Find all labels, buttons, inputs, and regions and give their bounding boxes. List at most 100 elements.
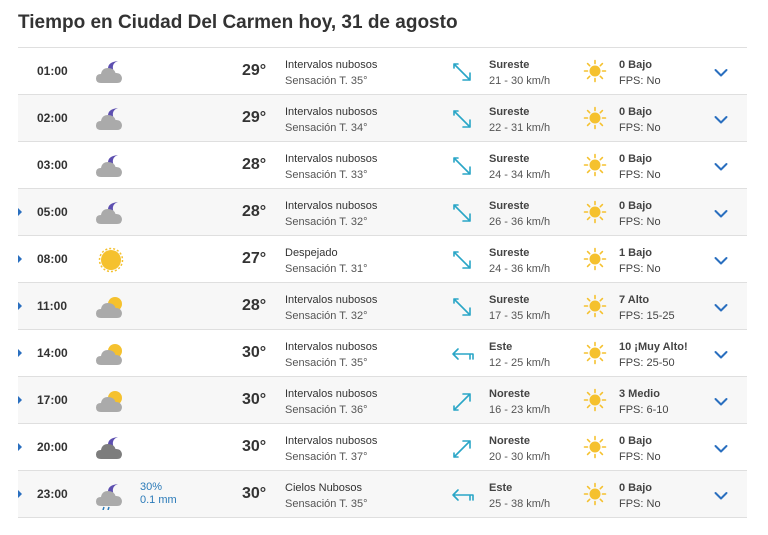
cloud-sun-icon [94, 292, 128, 322]
hourly-forecast-table: 01:00 29° Intervalos nubosos Sensación T. 3… [18, 47, 747, 518]
wind-direction: Sureste [489, 153, 530, 165]
condition-text: Intervalos nubosos [285, 200, 378, 212]
wind-direction: Este [489, 482, 513, 494]
cloud-sun-icon [94, 386, 128, 416]
condition-text: Intervalos nubosos [285, 435, 378, 447]
cloud-sun-icon [94, 339, 128, 369]
wind-speed: 17 - 35 km/h [489, 310, 551, 322]
chevron-down-icon[interactable] [714, 159, 728, 171]
forecast-row[interactable]: 23:00 30% 0.1 mm 30° Cielos Nubosos Sensación… [18, 471, 747, 518]
uv-index: 1 Bajo [619, 247, 653, 259]
wind-southeast-icon [450, 294, 476, 320]
uv-sun-icon [583, 435, 607, 459]
forecast-row[interactable]: 11:00 28° Intervalos nubosos Sensación T. 3… [18, 283, 747, 330]
condition-block: Intervalos nubosos Sensación T. 36° [285, 386, 377, 418]
fps-text: FPS: 6-10 [619, 404, 669, 416]
feels-like-text: Sensación T. 37° [285, 451, 368, 463]
dark-cloud-moon-icon [94, 433, 128, 463]
condition-block: Intervalos nubosos Sensación T. 35° [285, 339, 377, 371]
wind-direction: Noreste [489, 388, 530, 400]
condition-block: Intervalos nubosos Sensación T. 33° [285, 151, 377, 183]
chevron-down-icon[interactable] [714, 300, 728, 312]
hour-label: 05:00 [37, 205, 68, 219]
wind-block: Sureste 17 - 35 km/h [489, 292, 550, 324]
temperature: 27° [242, 250, 267, 267]
wind-speed: 12 - 25 km/h [489, 357, 551, 369]
condition-text: Intervalos nubosos [285, 341, 378, 353]
uv-sun-icon [583, 153, 607, 177]
forecast-row[interactable]: 08:00 27° Despejado Sensación T. 31° Sureste… [18, 236, 747, 283]
wind-speed: 25 - 38 km/h [489, 498, 551, 510]
condition-text: Intervalos nubosos [285, 294, 378, 306]
forecast-row[interactable]: 02:00 29° Intervalos nubosos Sensación T. 3… [18, 95, 747, 142]
chevron-down-icon[interactable] [714, 206, 728, 218]
expand-marker-icon [18, 443, 22, 451]
cloud-moon-icon [94, 104, 128, 134]
feels-like-text: Sensación T. 35° [285, 498, 368, 510]
chevron-down-icon[interactable] [714, 394, 728, 406]
expand-marker-icon [18, 396, 22, 404]
forecast-row[interactable]: 03:00 28° Intervalos nubosos Sensación T. 3… [18, 142, 747, 189]
forecast-row[interactable]: 05:00 28° Intervalos nubosos Sensación T. 3… [18, 189, 747, 236]
chevron-down-icon[interactable] [714, 112, 728, 124]
uv-block: 0 Bajo FPS: No [619, 151, 661, 183]
forecast-row[interactable]: 14:00 30° Intervalos nubosos Sensación T. 3… [18, 330, 747, 377]
uv-index: 0 Bajo [619, 482, 653, 494]
cloud-moon-icon [94, 151, 128, 181]
temperature: 30° [242, 485, 267, 502]
condition-block: Intervalos nubosos Sensación T. 32° [285, 292, 377, 324]
expand-marker-icon [18, 302, 22, 310]
temperature: 29° [242, 62, 267, 79]
wind-southeast-icon [450, 59, 476, 85]
chevron-down-icon[interactable] [714, 488, 728, 500]
expand-marker-icon [18, 349, 22, 357]
hour-label: 20:00 [37, 440, 68, 454]
uv-index: 0 Bajo [619, 200, 653, 212]
uv-block: 0 Bajo FPS: No [619, 433, 661, 465]
wind-speed: 22 - 31 km/h [489, 122, 551, 134]
uv-block: 3 Medio FPS: 6-10 [619, 386, 669, 418]
feels-like-text: Sensación T. 31° [285, 263, 368, 275]
forecast-row[interactable]: 01:00 29° Intervalos nubosos Sensación T. 3… [18, 48, 747, 95]
temperature: 30° [242, 344, 267, 361]
expand-marker-icon [18, 255, 22, 263]
feels-like-text: Sensación T. 36° [285, 404, 368, 416]
uv-block: 10 ¡Muy Alto! FPS: 25-50 [619, 339, 688, 371]
temperature: 30° [242, 438, 267, 455]
temperature: 28° [242, 203, 267, 220]
chevron-down-icon[interactable] [714, 253, 728, 265]
fps-text: FPS: No [619, 169, 661, 181]
hour-label: 17:00 [37, 393, 68, 407]
chevron-down-icon[interactable] [714, 441, 728, 453]
wind-block: Sureste 24 - 34 km/h [489, 151, 550, 183]
wind-southeast-icon [450, 200, 476, 226]
rain-amount: 0.1 mm [140, 494, 177, 506]
wind-block: Sureste 21 - 30 km/h [489, 57, 550, 89]
condition-block: Cielos Nubosos Sensación T. 35° [285, 480, 367, 512]
hour-label: 08:00 [37, 252, 68, 266]
condition-block: Intervalos nubosos Sensación T. 35° [285, 57, 377, 89]
wind-southeast-icon [450, 247, 476, 273]
forecast-row[interactable]: 20:00 30° Intervalos nubosos Sensación T. 3… [18, 424, 747, 471]
feels-like-text: Sensación T. 32° [285, 216, 368, 228]
uv-index: 0 Bajo [619, 435, 653, 447]
wind-direction: Este [489, 341, 513, 353]
uv-block: 1 Bajo FPS: No [619, 245, 661, 277]
uv-sun-icon [583, 200, 607, 224]
wind-speed: 26 - 36 km/h [489, 216, 551, 228]
uv-block: 0 Bajo FPS: No [619, 57, 661, 89]
chevron-down-icon[interactable] [714, 65, 728, 77]
expand-marker-icon [18, 490, 22, 498]
feels-like-text: Sensación T. 34° [285, 122, 368, 134]
condition-block: Despejado Sensación T. 31° [285, 245, 367, 277]
wind-direction: Sureste [489, 294, 530, 306]
hour-label: 23:00 [37, 487, 68, 501]
chevron-down-icon[interactable] [714, 347, 728, 359]
temperature: 28° [242, 156, 267, 173]
temperature: 28° [242, 297, 267, 314]
condition-text: Despejado [285, 247, 338, 259]
uv-sun-icon [583, 388, 607, 412]
forecast-row[interactable]: 17:00 30° Intervalos nubosos Sensación T. 3… [18, 377, 747, 424]
uv-block: 0 Bajo FPS: No [619, 104, 661, 136]
sun-icon [94, 245, 128, 275]
